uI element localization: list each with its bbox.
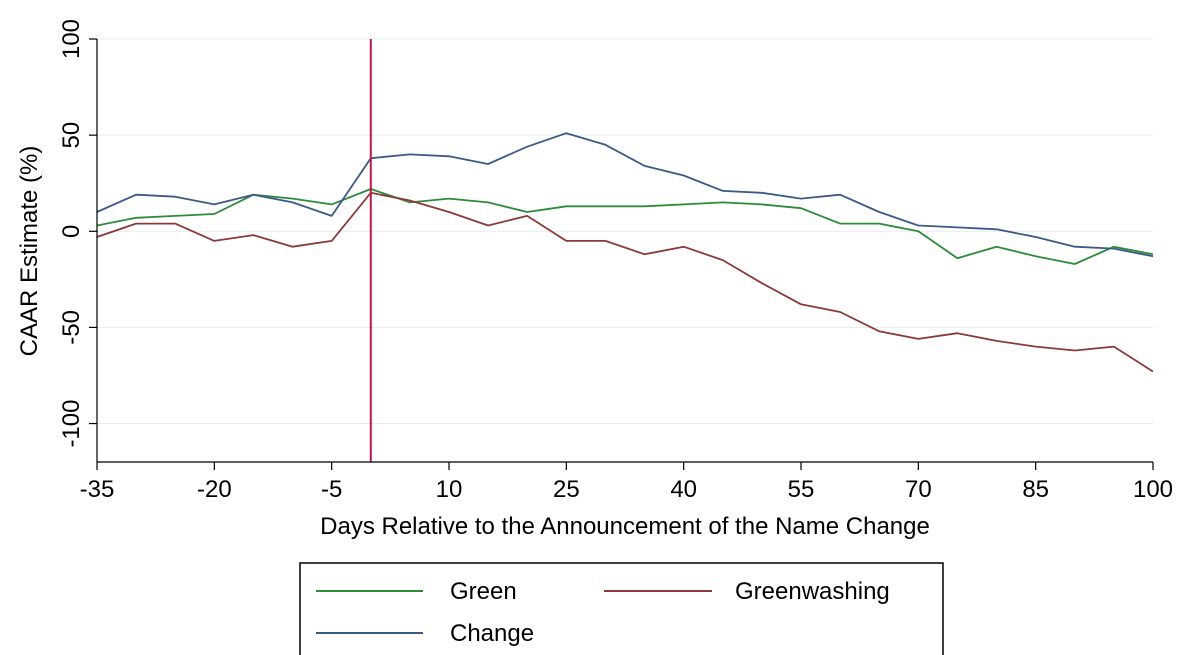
y-tick-label: -100	[58, 400, 85, 448]
x-tick-label: 40	[670, 476, 697, 503]
x-axis-title: Days Relative to the Announcement of the…	[320, 513, 930, 540]
y-tick-label: 50	[58, 122, 85, 149]
legend-label-green: Green	[450, 578, 517, 605]
y-tick-label: 100	[58, 19, 85, 59]
legend-label-greenwashing: Greenwashing	[735, 578, 890, 605]
y-axis-title: CAAR Estimate (%)	[16, 146, 43, 357]
axes: 100 50 0 -50 -100 -35 -20 -5 10 25 40 55 70 85 100	[58, 19, 1173, 503]
x-tick-label: 10	[436, 476, 463, 503]
x-tick-label: -20	[197, 476, 232, 503]
legend: Green Greenwashing Change	[299, 562, 944, 655]
y-tick-label: -50	[58, 310, 85, 345]
series-line-green	[96, 188, 1154, 265]
x-tick-label: -5	[321, 476, 342, 503]
series-line-greenwashing	[96, 191, 1154, 373]
x-tick-label: -35	[80, 476, 115, 503]
gridlines	[97, 38, 1153, 425]
x-tick-label: 25	[553, 476, 580, 503]
legend-label-change: Change	[450, 620, 534, 647]
x-tick-label: 55	[788, 476, 815, 503]
series-layer	[96, 132, 1154, 373]
x-tick-label: 85	[1022, 476, 1049, 503]
series-line-change	[96, 132, 1154, 258]
x-tick-label: 70	[905, 476, 932, 503]
x-tick-label: 100	[1133, 476, 1173, 503]
legend-box	[299, 562, 944, 655]
y-tick-label: 0	[58, 225, 85, 238]
